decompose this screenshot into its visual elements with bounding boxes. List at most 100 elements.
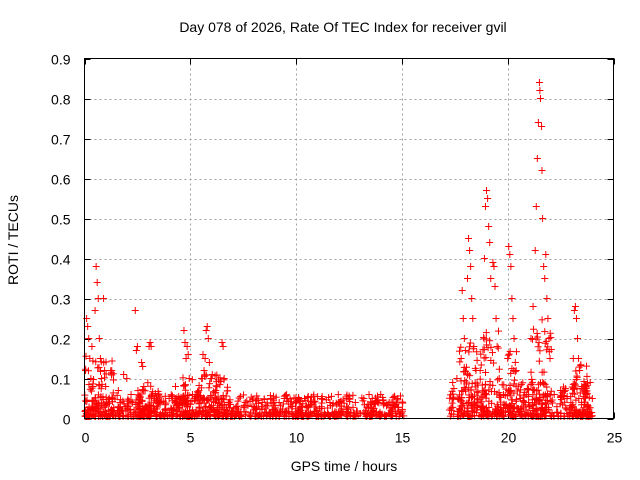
data-point: [486, 337, 494, 345]
y-tick-label: 0.6: [51, 172, 71, 188]
data-point: [584, 402, 592, 410]
data-point: [507, 369, 515, 377]
data-point: [254, 395, 262, 403]
data-point: [386, 404, 394, 412]
data-point: [325, 394, 333, 402]
data-point: [109, 389, 117, 397]
data-point: [544, 343, 552, 351]
data-point: [349, 403, 357, 411]
data-point: [511, 358, 519, 366]
data-point: [205, 395, 213, 403]
data-point: [467, 386, 475, 394]
data-point: [219, 394, 227, 402]
data-point: [523, 385, 531, 393]
data-point: [242, 408, 250, 416]
data-point: [449, 403, 457, 411]
data-point: [508, 365, 516, 373]
data-point: [527, 380, 535, 388]
data-point: [179, 411, 187, 419]
data-point: [473, 409, 481, 417]
data-point: [361, 401, 369, 409]
chart-title: Day 078 of 2026, Rate Of TEC Index for r…: [179, 19, 506, 35]
data-point: [541, 328, 549, 336]
data-point: [494, 344, 502, 352]
data-point: [518, 412, 526, 420]
data-point: [353, 409, 361, 417]
x-tick-label: 10: [289, 430, 305, 446]
data-point: [528, 375, 536, 383]
data-point: [487, 357, 495, 365]
data-point: [92, 404, 100, 412]
data-point: [102, 393, 110, 401]
data-point: [94, 399, 102, 407]
data-point: [97, 385, 105, 393]
data-point: [343, 403, 351, 411]
data-point: [125, 397, 133, 405]
data-point: [346, 395, 354, 403]
data-point: [109, 376, 117, 384]
data-point: [474, 396, 482, 404]
data-point: [481, 386, 489, 394]
data-point: [465, 348, 473, 356]
data-point: [295, 407, 303, 415]
data-point: [446, 394, 454, 402]
data-point: [138, 407, 146, 415]
data-point: [167, 391, 175, 399]
data-point: [102, 370, 110, 378]
data-point: [234, 397, 242, 405]
data-point: [473, 395, 481, 403]
data-point: [367, 399, 375, 407]
data-point: [124, 403, 132, 411]
data-point: [203, 411, 211, 419]
data-point: [478, 411, 486, 419]
data-point: [113, 391, 121, 399]
data-point: [482, 329, 490, 337]
data-point: [493, 401, 501, 409]
data-point: [479, 346, 487, 354]
data-point: [188, 376, 196, 384]
y-tick-label: 0.9: [51, 52, 71, 68]
data-point: [148, 390, 156, 398]
data-point: [117, 396, 125, 404]
data-points: [81, 79, 596, 420]
data-point: [328, 392, 336, 400]
data-point: [506, 347, 514, 355]
data-point: [134, 399, 142, 407]
data-point: [147, 382, 155, 390]
data-point: [150, 405, 158, 413]
data-point: [144, 379, 152, 387]
data-point: [178, 407, 186, 415]
data-point: [170, 406, 178, 414]
data-point: [88, 384, 96, 392]
data-point: [482, 394, 490, 402]
data-point: [245, 411, 253, 419]
y-tick-label: 0: [63, 412, 71, 428]
data-point: [533, 387, 541, 395]
data-point: [289, 403, 297, 411]
y-tick-label: 0.5: [51, 212, 71, 228]
data-point: [509, 408, 517, 416]
data-point: [540, 379, 548, 387]
data-point: [216, 412, 224, 420]
data-point: [456, 358, 464, 366]
data-point: [524, 385, 532, 393]
data-point: [98, 400, 106, 408]
data-point: [147, 411, 155, 419]
data-point: [251, 403, 259, 411]
data-point: [212, 408, 220, 416]
data-point: [149, 403, 157, 411]
data-point: [257, 403, 265, 411]
data-point: [547, 334, 555, 342]
data-point: [474, 389, 482, 397]
data-point: [376, 411, 384, 419]
data-point: [535, 339, 543, 347]
data-point: [224, 387, 232, 395]
data-point: [561, 404, 569, 412]
data-point: [476, 375, 484, 383]
data-point: [151, 390, 159, 398]
data-point: [507, 387, 515, 395]
data-point: [506, 381, 514, 389]
data-point: [297, 403, 305, 411]
data-point: [191, 396, 199, 404]
x-tick-label: 0: [82, 430, 90, 446]
